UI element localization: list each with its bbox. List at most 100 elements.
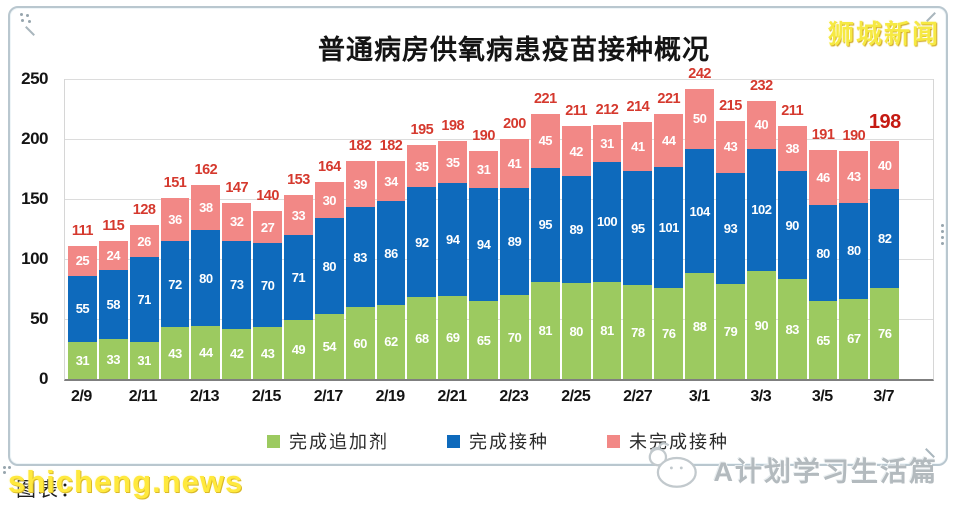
bar-value-label: 54 <box>322 339 337 355</box>
bar-segment-booster: 90 <box>746 271 776 379</box>
bar-segment-not-fully-vaccinated: 50 <box>685 88 715 149</box>
bar-total-label: 151 <box>163 174 187 191</box>
y-tick-label: 200 <box>21 129 48 148</box>
bar-total-label: 190 <box>472 128 495 144</box>
bar-total-label: 182 <box>348 137 372 154</box>
bar-value-label: 31 <box>476 162 491 178</box>
bar-segment-booster: 81 <box>592 281 622 379</box>
watermark-shicheng-news: shicheng.news <box>8 464 244 499</box>
bar-value-label: 80 <box>816 245 830 261</box>
y-tick-label: 0 <box>39 369 48 388</box>
legend-swatch <box>267 434 280 448</box>
bar-total-label: 128 <box>132 202 156 219</box>
x-tick-label: 2/21 <box>437 388 467 405</box>
legend-item: 完成接种 <box>447 428 549 454</box>
bar-value-label: 101 <box>658 219 680 235</box>
chart-legend: 完成追加剂 完成接种 未完成接种 <box>64 428 932 454</box>
bar-segment-not-fully-vaccinated: 41 <box>500 139 529 189</box>
bar-value-label: 102 <box>751 202 772 218</box>
bar-value-label: 43 <box>847 169 861 185</box>
bar-group: 39 83 60 182 <box>345 79 375 379</box>
bar-group: 36 72 43 151 <box>160 79 190 379</box>
bar-value-label: 94 <box>476 237 491 253</box>
legend-swatch <box>607 434 620 448</box>
bar-segment-fully-vaccinated: 92 <box>407 187 437 298</box>
bar-group: 24 58 33 115 <box>98 79 128 379</box>
bar-group: 34 86 62 182 <box>376 79 406 379</box>
bar-segment-fully-vaccinated: 90 <box>777 171 807 280</box>
bar-value-label: 55 <box>75 301 90 317</box>
bar-total-label: 198 <box>868 111 901 134</box>
bar-segment-not-fully-vaccinated: 39 <box>345 160 375 208</box>
legend-swatch <box>447 434 460 448</box>
bar-value-label: 81 <box>600 322 614 338</box>
bar-total-label: 153 <box>287 172 310 189</box>
bar-total-label: 198 <box>441 118 465 135</box>
bar-segment-not-fully-vaccinated: 38 <box>777 125 807 172</box>
y-tick-label: 250 <box>21 69 48 88</box>
bar-total-label: 242 <box>688 65 711 82</box>
bar-segment-booster: 79 <box>716 284 745 379</box>
bar-value-label: 71 <box>291 270 306 286</box>
bar-total-label: 140 <box>256 188 279 204</box>
bar-value-label: 80 <box>322 258 337 274</box>
bar-group: 43 80 67 190 <box>839 79 869 379</box>
bar-group: 41 95 78 214 <box>623 79 653 379</box>
bar-value-label: 44 <box>199 345 213 361</box>
bar-value-label: 25 <box>75 253 90 269</box>
bar-segment-not-fully-vaccinated: 26 <box>129 225 159 257</box>
bar-segment-booster: 43 <box>160 327 190 379</box>
bar-group: 41 89 70 200 <box>500 79 529 379</box>
bar-value-label: 90 <box>785 217 799 233</box>
bar-total-label: 212 <box>595 101 619 118</box>
bar-group: 50 104 88 242 <box>685 66 715 379</box>
bar-total-label: 211 <box>781 102 804 119</box>
x-tick-label: 2/19 <box>375 388 406 405</box>
bar-segment-fully-vaccinated: 80 <box>314 218 344 315</box>
y-tick-label: 150 <box>21 189 48 208</box>
bar-segment-not-fully-vaccinated: 40 <box>746 100 776 149</box>
bar-segment-not-fully-vaccinated: 44 <box>654 113 684 167</box>
bar-value-label: 76 <box>878 325 892 341</box>
x-tick-spacer <box>159 388 188 406</box>
bar-value-label: 88 <box>692 318 707 334</box>
bar-value-label: 27 <box>260 219 275 235</box>
grid-line <box>65 139 933 140</box>
bar-value-label: 82 <box>878 231 892 247</box>
bar-total-label: 221 <box>657 90 681 107</box>
bar-value-label: 41 <box>631 139 645 155</box>
bar-value-label: 40 <box>754 117 769 133</box>
bar-value-label: 80 <box>199 270 213 286</box>
y-axis-labels: 0 50 100 150 200 250 <box>0 69 56 388</box>
bar-value-label: 60 <box>353 335 367 351</box>
bar-segment-booster: 43 <box>253 327 283 379</box>
bar-segment-fully-vaccinated: 95 <box>623 171 653 286</box>
bar-segment-not-fully-vaccinated: 31 <box>469 151 499 189</box>
x-tick-label: 3/7 <box>873 388 895 405</box>
bar-segment-booster: 49 <box>284 320 313 379</box>
bar-segment-fully-vaccinated: 55 <box>68 275 97 342</box>
bar-segment-booster: 31 <box>68 341 97 379</box>
grid-line <box>65 259 933 260</box>
bar-segment-booster: 78 <box>623 285 653 379</box>
bar-segment-booster: 44 <box>191 326 221 379</box>
bar-value-label: 90 <box>754 317 769 333</box>
bar-value-label: 104 <box>689 203 711 219</box>
x-tick-label: 2/9 <box>70 388 92 405</box>
handle-dots-top-left <box>20 13 23 16</box>
watermark-lion-city-news: 狮城新闻 <box>827 19 940 49</box>
bar-segment-not-fully-vaccinated: 42 <box>561 125 591 177</box>
bar-value-label: 46 <box>816 169 830 185</box>
bar-segment-booster: 80 <box>561 283 591 379</box>
bar-group: 35 92 68 195 <box>407 79 437 379</box>
bar-value-label: 42 <box>569 143 583 159</box>
x-tick-label: 3/5 <box>811 388 833 405</box>
x-tick-spacer <box>777 388 806 406</box>
bar-value-label: 80 <box>847 243 861 259</box>
x-tick-label: 3/1 <box>688 388 710 405</box>
bar-value-label: 95 <box>631 220 645 236</box>
bar-value-label: 95 <box>538 217 553 233</box>
bar-value-label: 41 <box>507 156 522 172</box>
bar-group: 33 71 49 153 <box>284 79 313 379</box>
bar-group: 30 80 54 164 <box>314 79 344 379</box>
